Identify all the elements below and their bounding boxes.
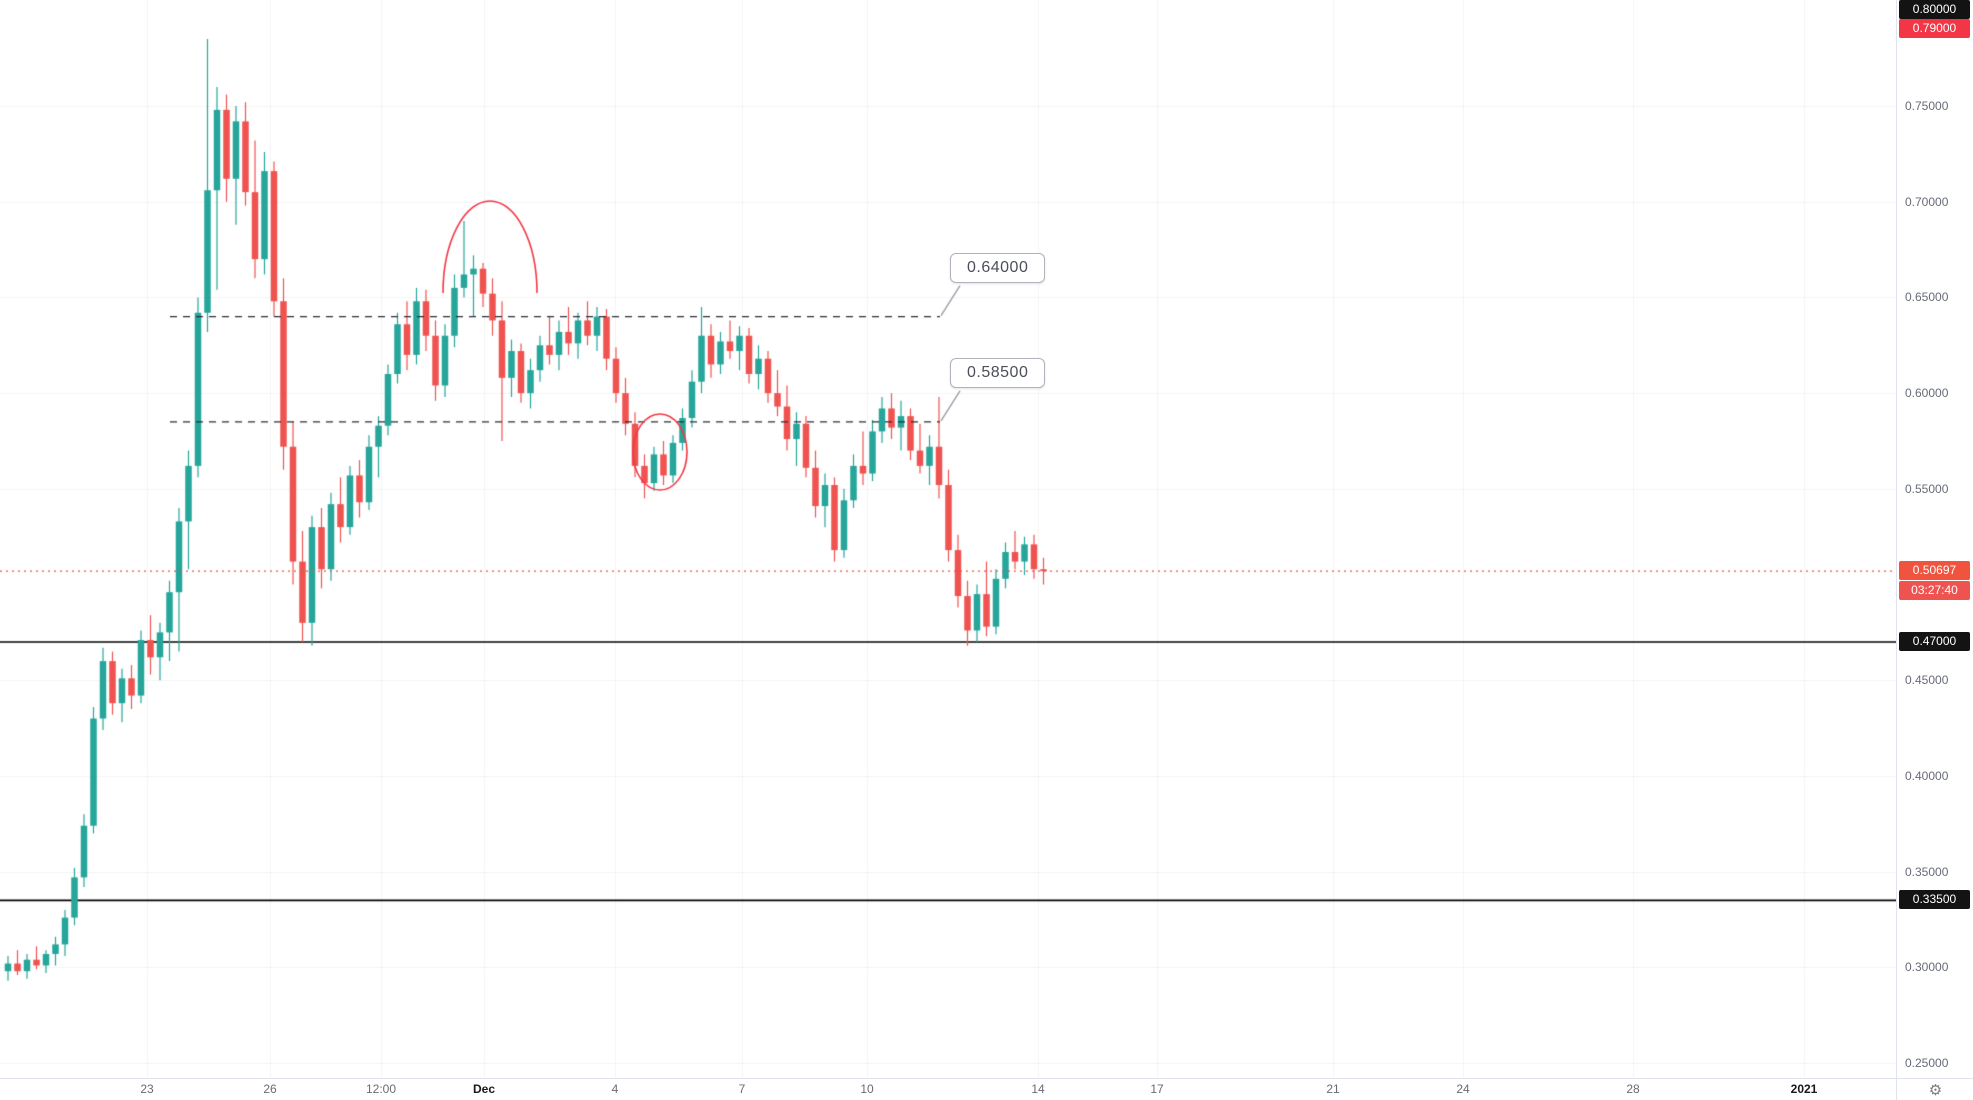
countdown-badge: 03:27:40 — [1899, 581, 1970, 601]
time-tick-label: Dec — [472, 1082, 496, 1096]
price-line-badge-0335: 0.33500 — [1899, 890, 1970, 910]
time-tick-label: 2021 — [1790, 1082, 1818, 1096]
price-tick-label: 0.45000 — [1905, 673, 1949, 688]
candlestick-chart[interactable] — [0, 0, 1896, 1078]
time-tick-label: 21 — [1326, 1082, 1340, 1096]
time-tick-label: 14 — [1031, 1082, 1045, 1096]
chart-plot-area[interactable]: 0.64000 0.58500 — [0, 0, 1896, 1078]
time-tick-label: 17 — [1150, 1082, 1164, 1096]
time-tick-label: 12:00 — [365, 1082, 397, 1096]
price-axis[interactable]: 0.75000 0.70000 0.65000 0.60000 0.55000 0.450… — [1896, 0, 1973, 1078]
time-tick-label: 24 — [1456, 1082, 1470, 1096]
axis-corner: ⚙ — [1896, 1078, 1973, 1100]
price-tick-label: 0.25000 — [1905, 1056, 1949, 1071]
price-tick-label: 0.60000 — [1905, 386, 1949, 401]
price-level-callout-0585[interactable]: 0.58500 — [950, 357, 1046, 388]
price-tick-label: 0.30000 — [1905, 960, 1949, 975]
time-axis[interactable]: 23 26 12:00 Dec 4 7 10 14 17 21 24 28 2021 — [0, 1078, 1896, 1100]
time-tick-label: 7 — [738, 1082, 746, 1096]
price-tick-label: 0.75000 — [1905, 99, 1949, 114]
price-tick-label: 0.35000 — [1905, 864, 1949, 879]
price-tick-label: 0.40000 — [1905, 768, 1949, 783]
time-tick-label: 10 — [860, 1082, 874, 1096]
last-price-badge: 0.50697 — [1899, 561, 1970, 581]
settings-gear-icon[interactable]: ⚙ — [1928, 1082, 1943, 1099]
time-tick-label: 28 — [1626, 1082, 1640, 1096]
price-line-badge-079: 0.79000 — [1899, 19, 1970, 39]
time-tick-label: 4 — [611, 1082, 619, 1096]
price-line-badge-047: 0.47000 — [1899, 631, 1970, 651]
price-tick-label: 0.55000 — [1905, 481, 1949, 496]
price-line-badge-080: 0.80000 — [1899, 0, 1970, 20]
price-tick-label: 0.65000 — [1905, 290, 1949, 305]
price-tick-label: 0.70000 — [1905, 194, 1949, 209]
time-tick-label: 26 — [263, 1082, 277, 1096]
time-tick-label: 23 — [140, 1082, 154, 1096]
price-level-callout-064[interactable]: 0.64000 — [950, 252, 1046, 283]
